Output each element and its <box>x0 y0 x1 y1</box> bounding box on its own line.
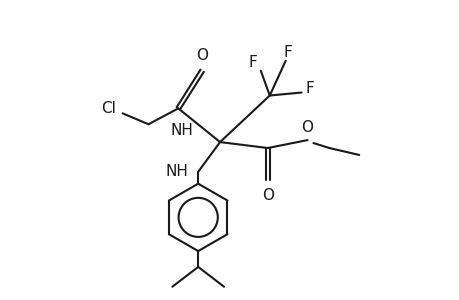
Text: NH: NH <box>170 123 193 138</box>
Text: O: O <box>301 120 313 135</box>
Text: Cl: Cl <box>101 101 116 116</box>
Text: F: F <box>248 55 257 70</box>
Text: F: F <box>283 45 291 60</box>
Text: F: F <box>304 81 313 96</box>
Text: NH: NH <box>165 164 188 179</box>
Text: O: O <box>196 48 208 63</box>
Text: O: O <box>261 188 273 202</box>
